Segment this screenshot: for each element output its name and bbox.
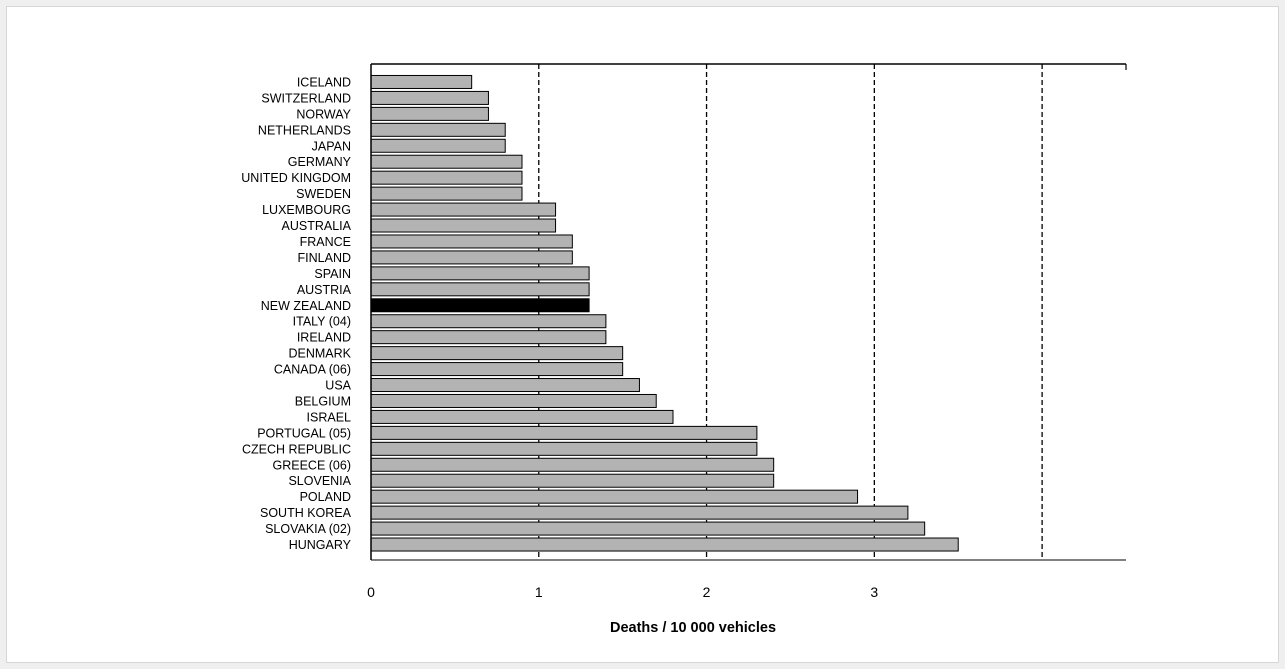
category-label: AUSTRALIA: [282, 219, 352, 233]
bar-slovakia-02: [370, 521, 926, 536]
bar-spain: [370, 266, 590, 281]
category-label: UNITED KINGDOM: [241, 171, 351, 185]
category-label: GREECE (06): [273, 458, 352, 472]
bar-slovenia: [370, 473, 775, 488]
bar-netherlands: [370, 122, 506, 137]
category-label: AUSTRIA: [297, 283, 352, 297]
bar-greece-06: [370, 457, 775, 472]
category-label: SLOVENIA: [288, 474, 351, 488]
bar-norway: [370, 106, 489, 121]
bar-israel: [370, 409, 674, 424]
x-tick-label: 0: [367, 584, 375, 600]
category-label: SOUTH KOREA: [260, 506, 352, 520]
category-label: NORWAY: [296, 107, 351, 121]
category-label: USA: [325, 379, 351, 393]
bar-austria: [370, 282, 590, 297]
category-label: JAPAN: [312, 139, 351, 153]
bar-portugal-05: [370, 425, 758, 440]
bars: [370, 74, 959, 552]
bar-hungary: [370, 537, 959, 552]
category-label: FINLAND: [298, 251, 351, 265]
bar-usa: [370, 378, 640, 393]
category-label: ISRAEL: [307, 410, 352, 424]
x-tick-label: 1: [535, 584, 543, 600]
category-label: IRELAND: [297, 331, 351, 345]
x-axis-label: Deaths / 10 000 vehicles: [610, 620, 776, 636]
category-label: BELGIUM: [295, 394, 351, 408]
bar-italy-04: [370, 314, 607, 329]
bar-czech-republic: [370, 441, 758, 456]
bar-belgium: [370, 393, 657, 408]
category-label: NETHERLANDS: [258, 123, 351, 137]
bar-switzerland: [370, 90, 489, 105]
bar-chart: ICELAND SWITZERLAND NORWAY NETHERLANDS JAPAN…: [241, 63, 1127, 636]
category-label: NEW ZEALAND: [261, 299, 351, 313]
bar-poland: [370, 489, 859, 504]
category-label: POLAND: [300, 490, 351, 504]
bar-germany: [370, 154, 523, 169]
bar-canada-06: [370, 362, 624, 377]
bar-ireland: [370, 330, 607, 345]
bar-united-kingdom: [370, 170, 523, 185]
category-label: ITALY (04): [293, 315, 351, 329]
bar-iceland: [370, 74, 473, 89]
category-label: SWEDEN: [296, 187, 351, 201]
x-tick-labels: 0 1 2 3: [367, 584, 878, 600]
bar-new-zealand: [370, 298, 590, 313]
category-label: LUXEMBOURG: [262, 203, 351, 217]
bar-denmark: [370, 346, 624, 361]
bar-luxembourg: [370, 202, 557, 217]
category-label: FRANCE: [300, 235, 351, 249]
chart-panel: ICELAND SWITZERLAND NORWAY NETHERLANDS JAPAN…: [6, 6, 1279, 663]
category-label: ICELAND: [297, 75, 351, 89]
x-tick-label: 2: [703, 584, 711, 600]
category-label: HUNGARY: [289, 538, 352, 552]
x-tick-label: 3: [870, 584, 878, 600]
category-label: SLOVAKIA (02): [265, 522, 351, 536]
category-label: CANADA (06): [274, 363, 351, 377]
bar-south-korea: [370, 505, 909, 520]
bar-australia: [370, 218, 557, 233]
bar-france: [370, 234, 573, 249]
bar-japan: [370, 138, 506, 153]
axes: [370, 63, 1127, 561]
category-label: DENMARK: [288, 347, 351, 361]
bar-finland: [370, 250, 573, 265]
category-label: GERMANY: [288, 155, 352, 169]
category-label: PORTUGAL (05): [257, 426, 351, 440]
category-label: SWITZERLAND: [261, 91, 351, 105]
bar-sweden: [370, 186, 523, 201]
category-labels: ICELAND SWITZERLAND NORWAY NETHERLANDS JAPAN…: [241, 75, 351, 552]
category-label: CZECH REPUBLIC: [242, 442, 351, 456]
category-label: SPAIN: [314, 267, 351, 281]
